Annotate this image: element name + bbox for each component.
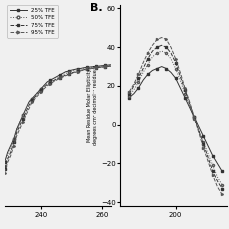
Y-axis label: Mean Residue Molar Ellipticity
degrees cm² decimol⁻¹ residue⁻¹: Mean Residue Molar Ellipticity degrees c… — [87, 65, 98, 145]
Legend: 25% TFE, 50% TFE, 75% TFE, 95% TFE: 25% TFE, 50% TFE, 75% TFE, 95% TFE — [7, 5, 58, 38]
Text: B.: B. — [90, 3, 103, 13]
